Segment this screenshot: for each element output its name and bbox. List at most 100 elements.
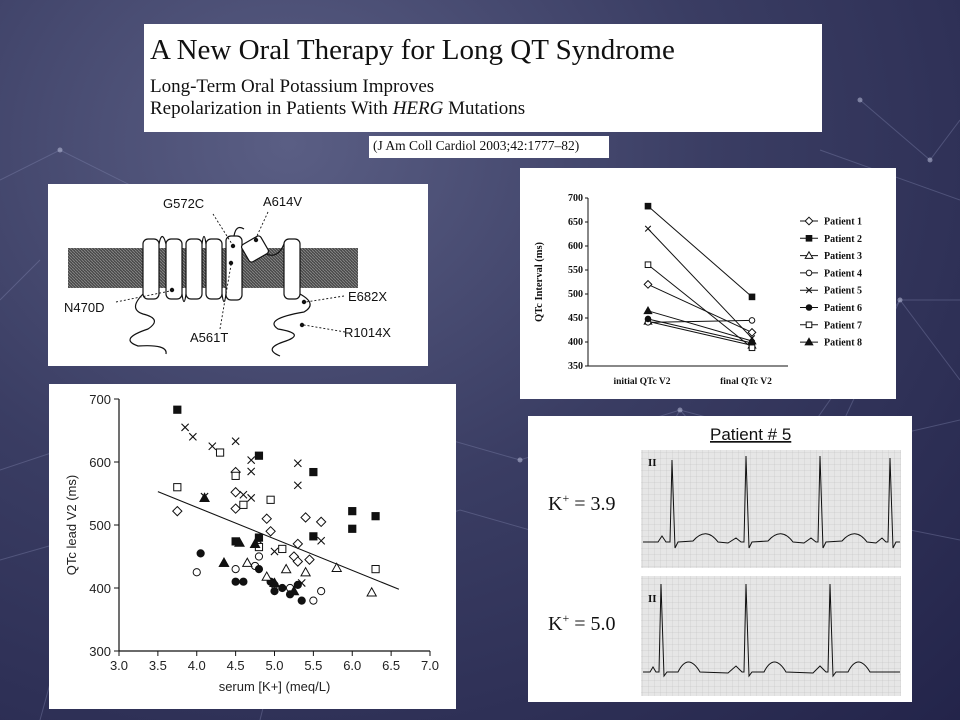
x-tick-label-3: 4.5 bbox=[227, 658, 245, 673]
scatter-point-34 bbox=[292, 556, 304, 567]
scatter-point-18-shape bbox=[247, 493, 256, 502]
legend-marker-4-shape bbox=[805, 269, 813, 277]
scatter-point-18 bbox=[247, 493, 256, 502]
scatter-point-16-shape bbox=[293, 481, 302, 490]
legend-marker-5 bbox=[805, 287, 813, 294]
scatter-point-4 bbox=[348, 524, 357, 533]
legend-marker-2 bbox=[805, 235, 813, 242]
scatter-point-11 bbox=[208, 442, 217, 451]
legend-label-1: Patient 1 bbox=[824, 217, 862, 228]
scatter-point-37-shape bbox=[215, 448, 225, 457]
scatter-point-58 bbox=[293, 580, 302, 589]
scatter-point-68 bbox=[261, 571, 273, 581]
scatter-point-28 bbox=[261, 513, 273, 525]
scatter-point-25 bbox=[230, 486, 241, 498]
legend-label-7: Patient 7 bbox=[824, 320, 862, 331]
scatter-point-66 bbox=[331, 562, 343, 572]
mutation-label-r1014x: R1014X bbox=[344, 325, 391, 340]
x-tick-label-4: 5.0 bbox=[265, 658, 283, 673]
ecg-svg: Patient # 5 II II K+ = 3.9 K+ = 5.0 bbox=[548, 425, 901, 696]
scatter-point-35 bbox=[265, 525, 276, 537]
scatter-point-69-shape bbox=[199, 492, 210, 503]
legend-label-8: Patient 8 bbox=[824, 338, 862, 349]
series-8-point-0-shape bbox=[643, 305, 653, 315]
qtc-vs-potassium-panel: 300 400 500 600 700 3.0 3.5 4.0 4.5 5.0 5.5 6.0 6.5 7… bbox=[49, 384, 456, 709]
legend-marker-1 bbox=[804, 216, 814, 226]
y-tick-label-5: 600 bbox=[568, 241, 583, 252]
scatter-point-45 bbox=[231, 565, 240, 574]
scatter-point-14-shape bbox=[247, 467, 256, 476]
scatter-point-31-shape bbox=[292, 538, 304, 550]
scatter-point-8 bbox=[309, 532, 318, 541]
series-line-6 bbox=[647, 318, 753, 344]
legend-marker-8-shape bbox=[804, 337, 814, 346]
series-8-point-1 bbox=[747, 336, 757, 345]
series-8-point-1-shape bbox=[747, 336, 757, 345]
scatter-point-73 bbox=[269, 577, 280, 588]
slide-title: A New Oral Therapy for Long QT Syndrome bbox=[150, 34, 675, 66]
series-5-point-0-shape bbox=[644, 225, 652, 232]
ecg-comparison-panel: Patient # 5 II II K+ = 3.9 K+ = 5.0 bbox=[528, 416, 912, 702]
scatter-point-27 bbox=[230, 503, 241, 514]
y-tick-label-2: 450 bbox=[568, 313, 583, 324]
scatter-point-59-shape bbox=[297, 596, 306, 605]
scatter-point-1-shape bbox=[254, 451, 264, 460]
x-category-label-1: final QTc V2 bbox=[720, 377, 772, 387]
y-tick-label-2: 500 bbox=[89, 518, 111, 533]
scatter-point-38-shape bbox=[231, 471, 240, 480]
series-7-point-0 bbox=[644, 261, 652, 269]
scatter-point-44 bbox=[192, 568, 201, 577]
legend-label-2: Patient 2 bbox=[824, 234, 862, 245]
scatter-point-74 bbox=[288, 585, 300, 596]
citation-text: (J Am Coll Cardiol 2003;42:1777–82) bbox=[373, 138, 580, 153]
x-tick-label-7: 6.5 bbox=[382, 658, 400, 673]
x-axis-label: serum [K+] (meq/L) bbox=[219, 679, 331, 694]
scatter-point-9 bbox=[181, 423, 190, 432]
series-4-point-1 bbox=[748, 317, 756, 324]
scatter-point-59 bbox=[297, 596, 306, 605]
scatter-point-51-shape bbox=[254, 552, 264, 561]
x-tick-label-8: 7.0 bbox=[421, 658, 439, 673]
scatter-point-1 bbox=[254, 451, 264, 460]
y-axis-label: QTc lead V2 (ms) bbox=[64, 475, 79, 575]
ecg-strip-2 bbox=[641, 576, 901, 696]
qtc-vs-potassium-scatter: 300 400 500 600 700 3.0 3.5 4.0 4.5 5.0 5.5 6.0 6.5 7… bbox=[64, 392, 439, 694]
scatter-point-24 bbox=[172, 505, 183, 517]
x-category-label-0: initial QTc V2 bbox=[613, 377, 670, 387]
scatter-point-73-shape bbox=[269, 577, 280, 588]
scatter-point-31 bbox=[292, 538, 304, 550]
legend-label-4: Patient 4 bbox=[824, 268, 862, 279]
scatter-point-44-shape bbox=[192, 568, 201, 577]
legend-label-6: Patient 6 bbox=[824, 303, 862, 314]
scatter-point-40-shape bbox=[266, 495, 275, 504]
scatter-point-12-shape bbox=[231, 437, 240, 446]
scatter-point-33 bbox=[304, 554, 315, 565]
scatter-point-53 bbox=[231, 577, 240, 586]
scatter-point-40 bbox=[266, 495, 275, 504]
scatter-point-0-shape bbox=[173, 405, 182, 414]
scatter-point-35-shape bbox=[265, 525, 276, 537]
scatter-point-54 bbox=[239, 577, 248, 586]
ecg-title: Patient # 5 bbox=[710, 425, 791, 444]
series-2-point-0-shape bbox=[644, 202, 652, 210]
scatter-point-29-shape bbox=[300, 512, 311, 523]
scatter-point-11-shape bbox=[208, 442, 217, 451]
scatter-point-52-shape bbox=[196, 549, 205, 558]
scatter-point-65 bbox=[300, 566, 312, 577]
series-4-point-1-shape bbox=[748, 317, 756, 324]
scatter-point-36-shape bbox=[173, 483, 182, 492]
scatter-point-10 bbox=[188, 432, 197, 441]
ecg-label-1: K+ = 3.9 bbox=[548, 491, 616, 515]
y-tick-label-4: 700 bbox=[89, 392, 111, 407]
scatter-point-36 bbox=[173, 483, 182, 492]
legend-marker-4 bbox=[805, 269, 813, 277]
series-1-point-0-shape bbox=[643, 279, 653, 289]
qtc-paired-chart-panel: 350 400 450 500 550 600 650 700 initial QTc V2 fi… bbox=[520, 168, 896, 399]
ecg-trace-1 bbox=[643, 455, 900, 549]
mutation-label-g572c: G572C bbox=[163, 196, 204, 211]
legend-marker-1-shape bbox=[804, 216, 814, 226]
series-line-8 bbox=[647, 310, 753, 342]
scatter-point-54-shape bbox=[239, 577, 248, 586]
series-line-1 bbox=[647, 283, 753, 333]
legend-label-5: Patient 5 bbox=[824, 286, 862, 297]
